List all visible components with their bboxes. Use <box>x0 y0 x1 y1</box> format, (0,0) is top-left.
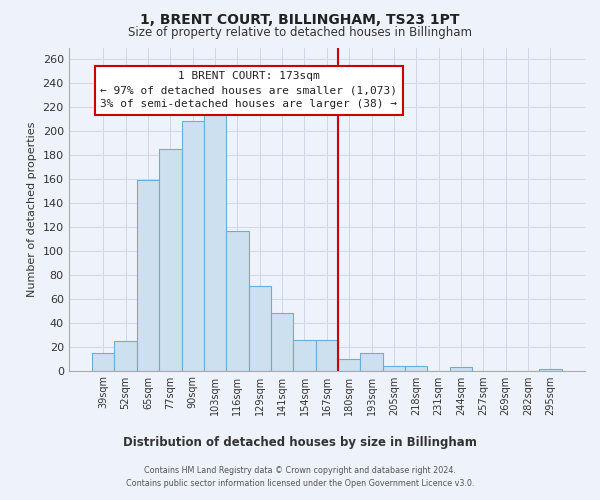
Bar <box>316 340 338 370</box>
Bar <box>405 366 427 370</box>
Bar <box>450 367 472 370</box>
Bar <box>92 352 115 370</box>
Bar <box>182 120 204 370</box>
Bar <box>115 340 137 370</box>
Y-axis label: Number of detached properties: Number of detached properties <box>27 122 37 297</box>
Bar <box>293 340 316 370</box>
Text: 1, BRENT COURT, BILLINGHAM, TS23 1PT: 1, BRENT COURT, BILLINGHAM, TS23 1PT <box>140 12 460 26</box>
Bar <box>137 180 159 370</box>
Bar <box>226 230 248 370</box>
Bar <box>383 366 405 370</box>
Text: 1 BRENT COURT: 173sqm
← 97% of detached houses are smaller (1,073)
3% of semi-de: 1 BRENT COURT: 173sqm ← 97% of detached … <box>100 72 397 110</box>
Text: Size of property relative to detached houses in Billingham: Size of property relative to detached ho… <box>128 26 472 39</box>
Bar <box>159 149 182 370</box>
Text: Distribution of detached houses by size in Billingham: Distribution of detached houses by size … <box>123 436 477 449</box>
Bar <box>361 352 383 370</box>
Bar <box>271 313 293 370</box>
Bar <box>338 358 361 370</box>
Bar <box>248 286 271 370</box>
Text: Contains HM Land Registry data © Crown copyright and database right 2024.
Contai: Contains HM Land Registry data © Crown c… <box>126 466 474 487</box>
Bar <box>204 114 226 370</box>
